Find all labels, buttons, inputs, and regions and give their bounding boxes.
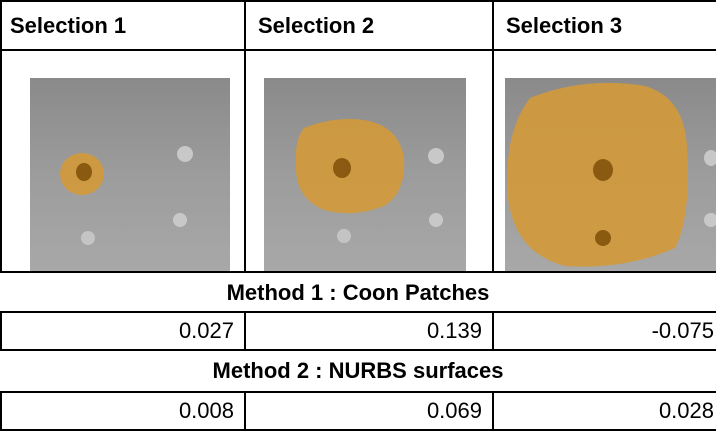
column-header: Selection 1 xyxy=(10,0,126,50)
cell-value: 0.028 xyxy=(494,392,714,430)
cell-value: -0.075 xyxy=(494,312,714,350)
column-header: Selection 2 xyxy=(258,0,374,50)
selection-image xyxy=(30,78,230,271)
selection-image xyxy=(264,78,466,271)
column-header: Selection 3 xyxy=(506,0,622,50)
section-title: Method 2 : NURBS surfaces xyxy=(0,350,716,391)
table-figure: Selection 1 Selection 2 Selection 3 Meth… xyxy=(0,0,716,431)
cell-value: 0.069 xyxy=(246,392,482,430)
cell-value: 0.008 xyxy=(0,392,234,430)
rule xyxy=(492,0,494,272)
cell-value: 0.027 xyxy=(0,312,234,350)
rule xyxy=(0,0,2,272)
cell-value: 0.139 xyxy=(246,312,482,350)
section-title: Method 1 : Coon Patches xyxy=(0,272,716,311)
selection-image xyxy=(505,78,716,271)
rule xyxy=(244,0,246,272)
